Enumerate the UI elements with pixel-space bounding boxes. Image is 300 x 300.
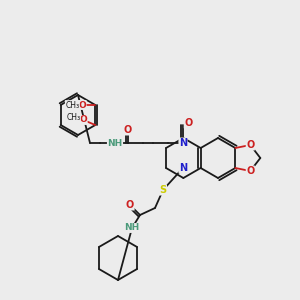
Text: N: N	[179, 138, 187, 148]
Text: O: O	[246, 166, 254, 176]
Text: O: O	[246, 140, 254, 150]
Text: O: O	[80, 116, 87, 124]
Text: S: S	[159, 185, 167, 195]
Text: N: N	[179, 163, 187, 173]
Text: O: O	[184, 118, 193, 128]
Text: O: O	[126, 200, 134, 210]
Text: NH: NH	[124, 224, 140, 232]
Text: O: O	[78, 100, 86, 109]
Text: O: O	[124, 125, 132, 135]
Text: CH₃: CH₃	[66, 112, 80, 122]
Text: CH₃: CH₃	[65, 100, 80, 109]
Text: NH: NH	[107, 139, 123, 148]
